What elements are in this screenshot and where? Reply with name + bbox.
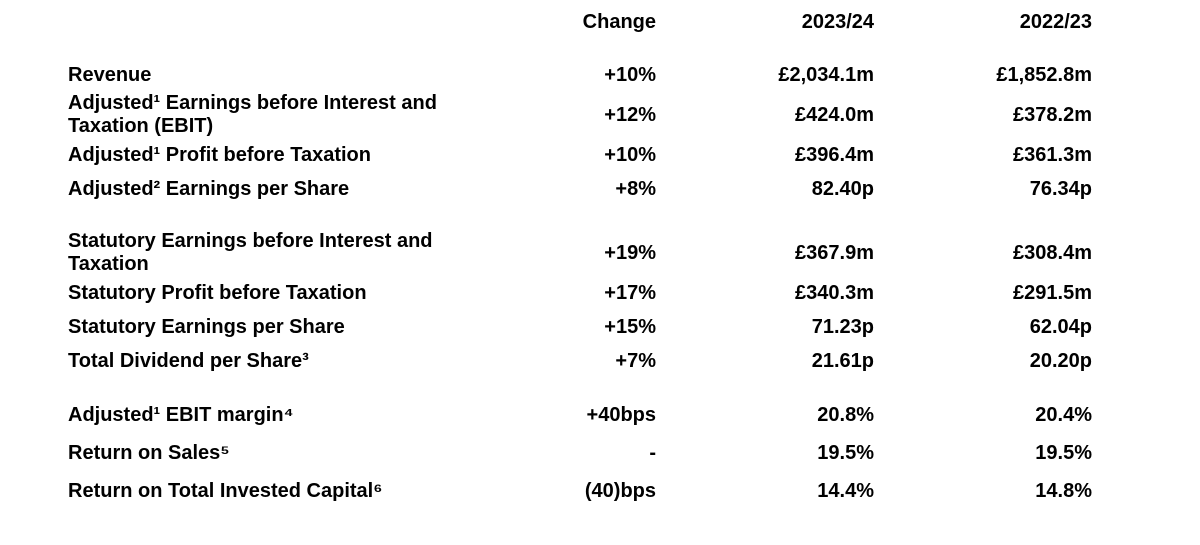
adjusted-results-section: Revenue +10% £2,034.1m £1,852.8m Adjuste…	[68, 58, 1200, 206]
fy2024-value: 21.61p	[811, 349, 874, 372]
metric-label: Statutory Profit before Taxation	[68, 281, 367, 304]
metric-label: Adjusted² Earnings per Share	[68, 177, 350, 200]
table-row-return-on-sales: Return on Sales⁵ - 19.5% 19.5%	[68, 434, 1200, 472]
table-row-statutory-eps: Statutory Earnings per Share +15% 71.23p…	[68, 310, 1200, 344]
table-row-statutory-pbt: Statutory Profit before Taxation +17% £3…	[68, 276, 1200, 310]
change-value: +10%	[604, 63, 656, 86]
table-row-revenue: Revenue +10% £2,034.1m £1,852.8m	[68, 58, 1200, 92]
fy2023-value: 14.8%	[1035, 479, 1092, 502]
table-row-adjusted-ebit: Adjusted¹ Earnings before Interest and T…	[68, 92, 1200, 138]
fy2024-value: £340.3m	[795, 281, 874, 304]
fy2024-value: £424.0m	[795, 103, 874, 126]
change-value: +15%	[604, 315, 656, 338]
ratios-section: Adjusted¹ EBIT margin⁴ +40bps 20.8% 20.4…	[68, 396, 1200, 510]
fy2023-value: 62.04p	[1029, 315, 1092, 338]
change-value: +40bps	[586, 403, 656, 426]
fy2023-value: 76.34p	[1029, 177, 1092, 200]
fy2023-value: 19.5%	[1035, 441, 1092, 464]
fy2024-value: 14.4%	[817, 479, 874, 502]
metric-label: Adjusted¹ Profit before Taxation	[68, 143, 371, 166]
metric-label: Statutory Earnings per Share	[68, 315, 345, 338]
metric-label: Return on Total Invested Capital⁶	[68, 479, 383, 502]
fy2023-value: 20.4%	[1035, 403, 1092, 426]
statutory-results-section: Statutory Earnings before Interest and T…	[68, 230, 1200, 378]
change-value: +19%	[604, 241, 656, 264]
metric-label: Return on Sales⁵	[68, 441, 230, 464]
table-row-adjusted-eps: Adjusted² Earnings per Share +8% 82.40p …	[68, 172, 1200, 206]
table-row-adjusted-pbt: Adjusted¹ Profit before Taxation +10% £3…	[68, 138, 1200, 172]
table-header-row: Change 2023/24 2022/23	[68, 8, 1200, 36]
metric-label: Revenue	[68, 63, 152, 86]
fy2023-value: £361.3m	[1013, 143, 1092, 166]
change-value: -	[649, 441, 656, 464]
header-fy2024: 2023/24	[801, 10, 874, 33]
fy2024-value: 71.23p	[811, 315, 874, 338]
change-value: +7%	[615, 349, 656, 372]
fy2023-value: £308.4m	[1013, 241, 1092, 264]
change-value: +17%	[604, 281, 656, 304]
table-row-statutory-ebit: Statutory Earnings before Interest and T…	[68, 230, 1200, 276]
header-change: Change	[582, 10, 656, 33]
fy2024-value: £396.4m	[795, 143, 874, 166]
fy2024-value: 82.40p	[811, 177, 874, 200]
change-value: (40)bps	[584, 479, 656, 502]
fy2024-value: £367.9m	[795, 241, 874, 264]
table-row-return-on-invested-capital: Return on Total Invested Capital⁶ (40)bp…	[68, 472, 1200, 510]
fy2024-value: 20.8%	[817, 403, 874, 426]
change-value: +8%	[615, 177, 656, 200]
table-row-total-dividend: Total Dividend per Share³ +7% 21.61p 20.…	[68, 344, 1200, 378]
metric-label: Total Dividend per Share³	[68, 349, 309, 372]
fy2023-value: £378.2m	[1013, 103, 1092, 126]
header-fy2023: 2022/23	[1019, 10, 1092, 33]
fy2023-value: £1,852.8m	[996, 63, 1092, 86]
fy2024-value: 19.5%	[817, 441, 874, 464]
table-row-ebit-margin: Adjusted¹ EBIT margin⁴ +40bps 20.8% 20.4…	[68, 396, 1200, 434]
metric-label: Statutory Earnings before Interest and T…	[68, 230, 433, 275]
metric-label: Adjusted¹ Earnings before Interest and T…	[68, 92, 437, 137]
change-value: +10%	[604, 143, 656, 166]
fy2023-value: 20.20p	[1029, 349, 1092, 372]
change-value: +12%	[604, 103, 656, 126]
metric-label: Adjusted¹ EBIT margin⁴	[68, 403, 294, 426]
financial-highlights-table: Change 2023/24 2022/23 Revenue +10% £2,0…	[68, 8, 1200, 510]
fy2023-value: £291.5m	[1013, 281, 1092, 304]
fy2024-value: £2,034.1m	[778, 63, 874, 86]
